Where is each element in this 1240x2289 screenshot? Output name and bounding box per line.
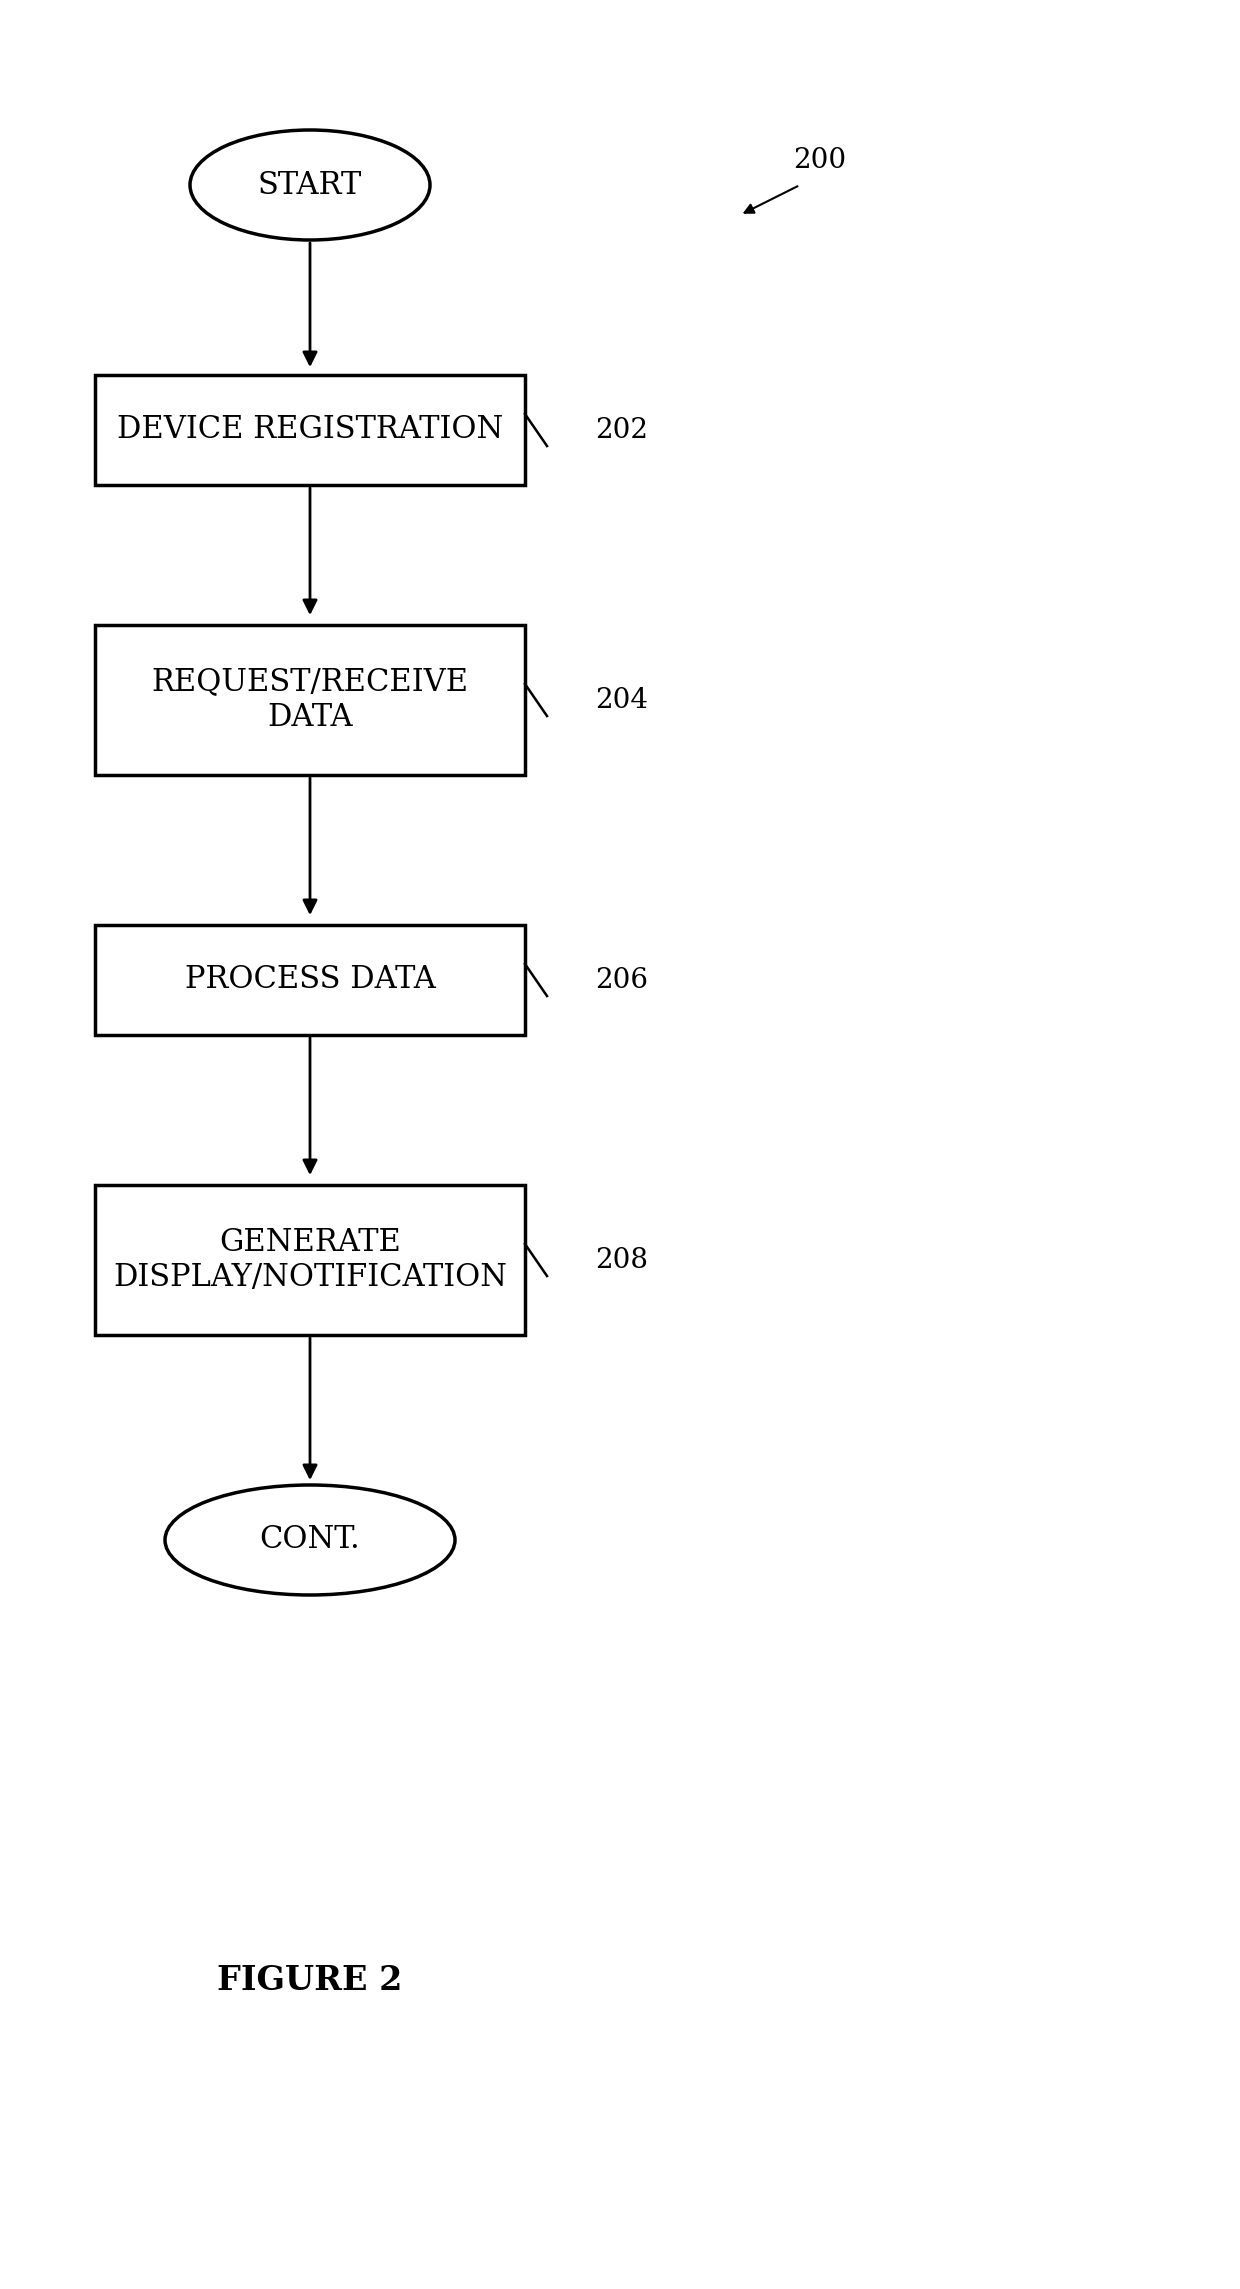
Text: 202: 202 — [595, 417, 649, 444]
Text: DEVICE REGISTRATION: DEVICE REGISTRATION — [117, 414, 503, 446]
Bar — [95, 375, 525, 485]
Bar — [95, 1186, 525, 1334]
Text: PROCESS DATA: PROCESS DATA — [185, 964, 435, 996]
Text: FIGURE 2: FIGURE 2 — [217, 1964, 403, 1996]
Text: REQUEST/RECEIVE
DATA: REQUEST/RECEIVE DATA — [151, 666, 469, 732]
Text: CONT.: CONT. — [259, 1524, 361, 1557]
Text: GENERATE
DISPLAY/NOTIFICATION: GENERATE DISPLAY/NOTIFICATION — [113, 1227, 507, 1293]
Bar — [95, 925, 525, 1035]
Bar — [95, 625, 525, 776]
Text: 208: 208 — [595, 1248, 649, 1273]
Text: 206: 206 — [595, 966, 649, 993]
Text: 200: 200 — [794, 146, 847, 174]
Text: 204: 204 — [595, 687, 649, 714]
Text: START: START — [258, 169, 362, 201]
